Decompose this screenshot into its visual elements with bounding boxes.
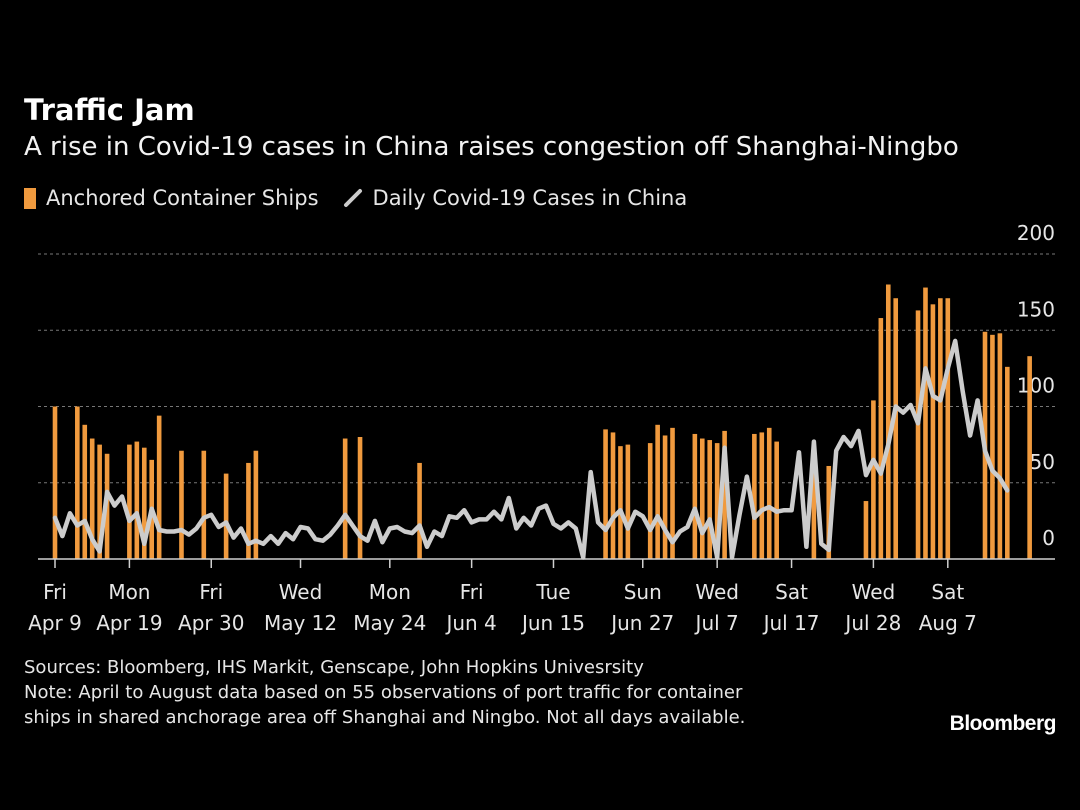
x-tick-date: Apr 9 [28, 611, 82, 635]
ship-bar [89, 438, 95, 559]
ship-bar [766, 427, 772, 559]
x-tick-day: Mon [108, 580, 150, 604]
ship-bar [417, 462, 422, 559]
ship-bar [938, 298, 943, 559]
ship-bar [707, 440, 713, 559]
x-tick-day: Fri [43, 580, 67, 604]
ship-bar [141, 447, 147, 559]
sources-text: Sources: Bloomberg, IHS Markit, Genscape… [24, 657, 644, 678]
note-text-line1: Note: April to August data based on 55 o… [24, 682, 743, 703]
x-tick-day: Tue [535, 580, 570, 604]
ship-bar [714, 443, 720, 559]
ship-bar [871, 400, 876, 559]
x-tick-date: Jun 15 [520, 611, 585, 635]
x-tick-date: May 24 [353, 611, 426, 635]
note-text-line2: ships in shared anchorage area off Shang… [24, 707, 746, 728]
ship-bar [699, 438, 705, 559]
ship-bar [1005, 366, 1010, 559]
ship-bar [52, 406, 58, 559]
ship-bar [990, 334, 995, 559]
x-tick-day: Wed [852, 580, 896, 604]
ship-bar [223, 473, 229, 559]
x-tick-day: Fri [460, 580, 484, 604]
ship-bar [82, 424, 88, 559]
x-tick-day: Wed [695, 580, 739, 604]
bloomberg-logo: Bloomberg [949, 712, 1057, 735]
legend-bar-label: Anchored Container Ships [46, 186, 319, 210]
ship-bar [878, 318, 884, 559]
x-tick-day: Sun [624, 580, 662, 604]
legend-bar-swatch [24, 187, 36, 209]
chart-subtitle: A rise in Covid-19 cases in China raises… [24, 132, 959, 162]
ship-bar [1027, 356, 1032, 559]
y-tick-label: 150 [1017, 297, 1055, 321]
x-tick-date: Jul 28 [843, 611, 901, 635]
ship-bar [618, 446, 623, 559]
x-tick-date: Jun 27 [609, 611, 674, 635]
ship-bar [625, 444, 631, 559]
x-tick-date: Jul 17 [762, 611, 820, 635]
y-tick-label: 200 [1017, 221, 1055, 245]
ship-bar [885, 284, 891, 559]
ship-bar [893, 298, 899, 559]
ship-bar [662, 435, 668, 559]
y-tick-label: 100 [1017, 374, 1055, 398]
ship-bar [826, 465, 832, 559]
ship-bar [923, 287, 928, 559]
y-tick-label: 50 [1030, 450, 1055, 474]
ship-bar [75, 406, 80, 559]
ship-bar [342, 438, 348, 559]
x-tick-day: Sat [775, 580, 808, 604]
x-tick-date: Jun 4 [444, 611, 496, 635]
legend-line-label: Daily Covid-19 Cases in China [372, 186, 688, 210]
x-tick-day: Wed [279, 580, 323, 604]
legend-line-swatch [343, 189, 362, 207]
chart-plot: 0 50 100 150 200 Fri Apr 9 Mon Apr 19 Fri Apr 30 We… [28, 221, 1055, 635]
ship-bar [655, 424, 660, 559]
ship-bar [997, 333, 1003, 559]
ship-bar [253, 450, 259, 559]
ship-bar [179, 450, 184, 559]
x-tick-date: Apr 30 [178, 611, 244, 635]
chart-footer: Sources: Bloomberg, IHS Markit, Genscape… [24, 655, 745, 730]
ship-bar [127, 444, 132, 559]
ship-bar [863, 501, 869, 559]
ship-bar [134, 441, 140, 559]
x-tick-day: Mon [369, 580, 411, 604]
x-tick-day: Fri [199, 580, 223, 604]
ship-bar [930, 304, 936, 559]
ship-bar [915, 310, 921, 559]
chart-legend: Anchored Container Ships Daily Covid-19 … [24, 186, 687, 210]
ship-bar [752, 433, 757, 559]
x-tick-date: Aug 7 [919, 611, 977, 635]
ship-bar [759, 432, 765, 559]
ship-bar [201, 450, 207, 559]
ship-bar [692, 433, 698, 559]
x-tick-day: Sat [931, 580, 964, 604]
covid-cases-line [52, 338, 1010, 560]
ship-bar [156, 415, 162, 559]
ship-bar [774, 441, 779, 559]
ship-bar [357, 437, 363, 559]
chart-title: Traffic Jam [24, 93, 195, 127]
ship-bar [811, 452, 817, 559]
x-tick-date: Apr 19 [96, 611, 162, 635]
ship-bar [610, 432, 616, 559]
ship-bar [722, 430, 727, 559]
x-tick-date: Jul 7 [694, 611, 739, 635]
ship-bar [647, 443, 653, 559]
ship-bar [603, 429, 608, 559]
ship-bar [246, 462, 251, 559]
y-tick-label: 0 [1042, 526, 1055, 550]
ship-bar [945, 298, 951, 559]
x-tick-date: May 12 [264, 611, 337, 635]
ship-bar [670, 427, 675, 559]
ship-bar [97, 444, 102, 559]
